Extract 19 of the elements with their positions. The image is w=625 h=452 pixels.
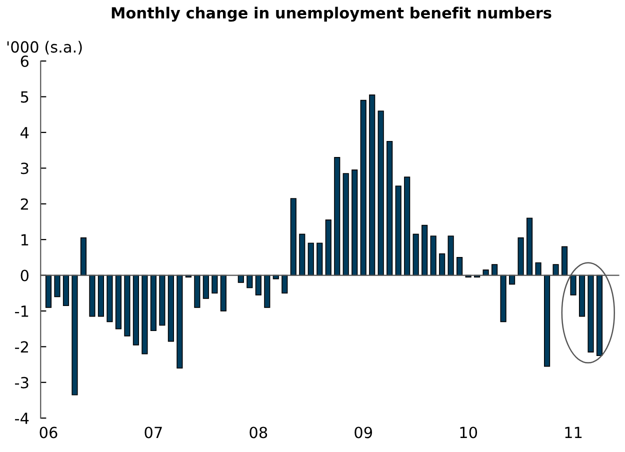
x-tick-label: 08	[250, 426, 268, 438]
y-tick-label: 4	[20, 127, 29, 138]
x-tick-label: 06	[40, 426, 58, 438]
chart-title: Monthly change in unemployment benefit numbers	[112, 6, 552, 22]
y-tick-label: 0	[20, 270, 28, 282]
x-tick-label: 07	[144, 426, 162, 438]
y-tick-label: -3	[15, 376, 28, 388]
y-tick-label: 2	[20, 198, 28, 210]
y-tick-label: -1	[15, 306, 28, 317]
x-tick-label: 11	[565, 426, 582, 438]
x-tick-label: 09	[354, 426, 372, 438]
y-tick-label: 6	[20, 55, 29, 68]
y-axis-title: '000 (s.a.)	[7, 40, 82, 54]
y-tick-label: -4	[15, 412, 29, 424]
y-tick-label: 3	[20, 162, 28, 174]
x-tick-label: 10	[460, 426, 478, 438]
y-tick-label: 5	[20, 91, 28, 103]
y-tick-label: 1	[21, 234, 28, 246]
y-tick-label: -2	[15, 341, 28, 352]
